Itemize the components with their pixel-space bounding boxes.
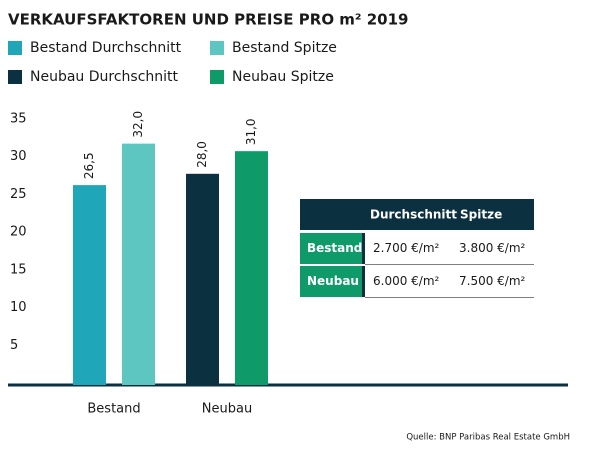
- y-tick-label: 20: [10, 225, 27, 240]
- value-label: 28,0: [195, 141, 209, 168]
- x-tick-label: Neubau: [202, 402, 252, 417]
- legend-swatch: [210, 41, 224, 55]
- row-label-bg: [300, 266, 362, 297]
- table-header-cell: Durchschnitt: [370, 208, 457, 222]
- row-divider: [362, 233, 365, 264]
- table-cell: 2.700 €/m²: [373, 241, 440, 255]
- table-header: [300, 199, 534, 230]
- table-cell: 3.800 €/m²: [459, 241, 526, 255]
- value-label: 31,0: [244, 118, 258, 145]
- y-tick-label: 5: [10, 338, 18, 353]
- bar: [73, 185, 106, 385]
- legend-label: Bestand Durchschnitt: [30, 40, 182, 56]
- table-cell: 6.000 €/m²: [373, 274, 440, 288]
- y-tick-label: 30: [10, 149, 27, 164]
- legend-label: Neubau Spitze: [232, 69, 334, 85]
- row-label: Bestand: [307, 241, 362, 255]
- legend-swatch: [210, 70, 224, 84]
- bar: [186, 173, 219, 385]
- bar: [235, 151, 268, 385]
- x-tick-label: Bestand: [87, 402, 140, 417]
- row-label: Neubau: [307, 274, 359, 288]
- legend-swatch: [8, 41, 22, 55]
- bar: [122, 143, 155, 385]
- y-tick-label: 10: [10, 300, 27, 315]
- legend-swatch: [8, 70, 22, 84]
- chart-title: VERKAUFSFAKTOREN UND PREISE PRO m² 2019: [8, 11, 408, 29]
- row-divider: [362, 266, 365, 297]
- row-label-bg: [300, 233, 362, 264]
- legend-label: Neubau Durchschnitt: [30, 69, 179, 85]
- table-header-cell: Spitze: [460, 208, 502, 222]
- y-tick-label: 25: [10, 187, 27, 202]
- y-tick-label: 15: [10, 262, 27, 277]
- legend-label: Bestand Spitze: [232, 40, 337, 56]
- value-label: 32,0: [131, 111, 145, 138]
- table-cell: 7.500 €/m²: [459, 274, 526, 288]
- y-tick-label: 35: [10, 112, 27, 127]
- source: Quelle: BNP Paribas Real Estate GmbH: [406, 433, 570, 443]
- value-label: 26,5: [82, 152, 96, 179]
